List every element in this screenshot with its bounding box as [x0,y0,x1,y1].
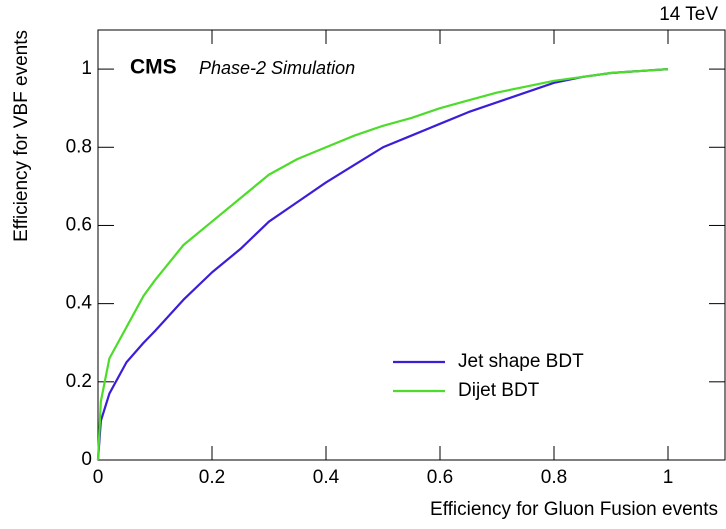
subtitle: Phase-2 Simulation [199,58,355,78]
experiment-label: CMS [130,56,177,79]
x-axis-label: Efficiency for Gluon Fusion events [430,499,718,520]
plot-frame [97,29,726,461]
legend-label: Jet shape BDT [458,351,584,372]
x-tick-label: 0.8 [541,467,567,488]
x-tick-label: 0.6 [427,467,453,488]
legend-label: Dijet BDT [458,380,540,401]
roc-curve [96,67,669,461]
y-axis-label: Efficiency for VBF events [11,30,32,242]
y-tick-label: 0.4 [66,293,93,314]
y-tick-label: 1 [81,58,92,79]
x-tick-label: 1 [663,467,674,488]
x-tick-label: 0 [93,467,104,488]
x-tick-label: 0.4 [313,467,340,488]
x-tick-label: 0.2 [199,467,225,488]
y-tick-label: 0.8 [66,136,92,157]
y-tick-label: 0 [81,449,92,470]
energy-label: 14 TeV [659,4,718,25]
y-tick-label: 0.2 [66,371,92,392]
roc-curve [96,67,669,461]
y-tick-label: 0.6 [66,214,92,235]
